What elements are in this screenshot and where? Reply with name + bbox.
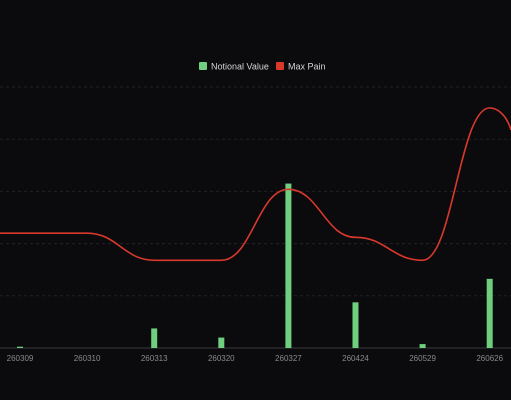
legend-label-max-pain: Max Pain (288, 62, 326, 72)
bar-260529[interactable] (419, 344, 426, 348)
legend-swatch-notional-value (199, 62, 207, 70)
bar-260313[interactable] (151, 328, 158, 348)
bar-series-notional-value (17, 183, 493, 348)
x-tick-label: 260309 (7, 354, 34, 363)
bar-260424[interactable] (352, 302, 359, 348)
legend-item-notional-value[interactable]: Notional Value (199, 62, 269, 72)
x-tick-label: 260310 (74, 354, 101, 363)
grid (0, 86, 511, 349)
line-series-max-pain (0, 107, 511, 262)
bar-260626[interactable] (486, 278, 493, 348)
bar-260320[interactable] (218, 337, 225, 348)
bar-260309[interactable] (17, 346, 23, 348)
x-tick-label: 260626 (476, 354, 503, 363)
x-tick-label: 260424 (342, 354, 369, 363)
legend-swatch-max-pain (276, 62, 284, 70)
x-tick-label: 260327 (275, 354, 302, 363)
x-tick-label: 260529 (409, 354, 436, 363)
bar-260327[interactable] (285, 183, 292, 348)
x-tick-label: 260313 (141, 354, 168, 363)
legend: Notional Value Max Pain (199, 62, 326, 72)
legend-label-notional-value: Notional Value (211, 62, 269, 72)
max-pain-line[interactable] (0, 107, 511, 262)
legend-item-max-pain[interactable]: Max Pain (276, 62, 326, 72)
x-axis: 260309 260310 260313 260320 260327 260424 2605… (7, 354, 504, 363)
x-tick-label: 260320 (208, 354, 235, 363)
